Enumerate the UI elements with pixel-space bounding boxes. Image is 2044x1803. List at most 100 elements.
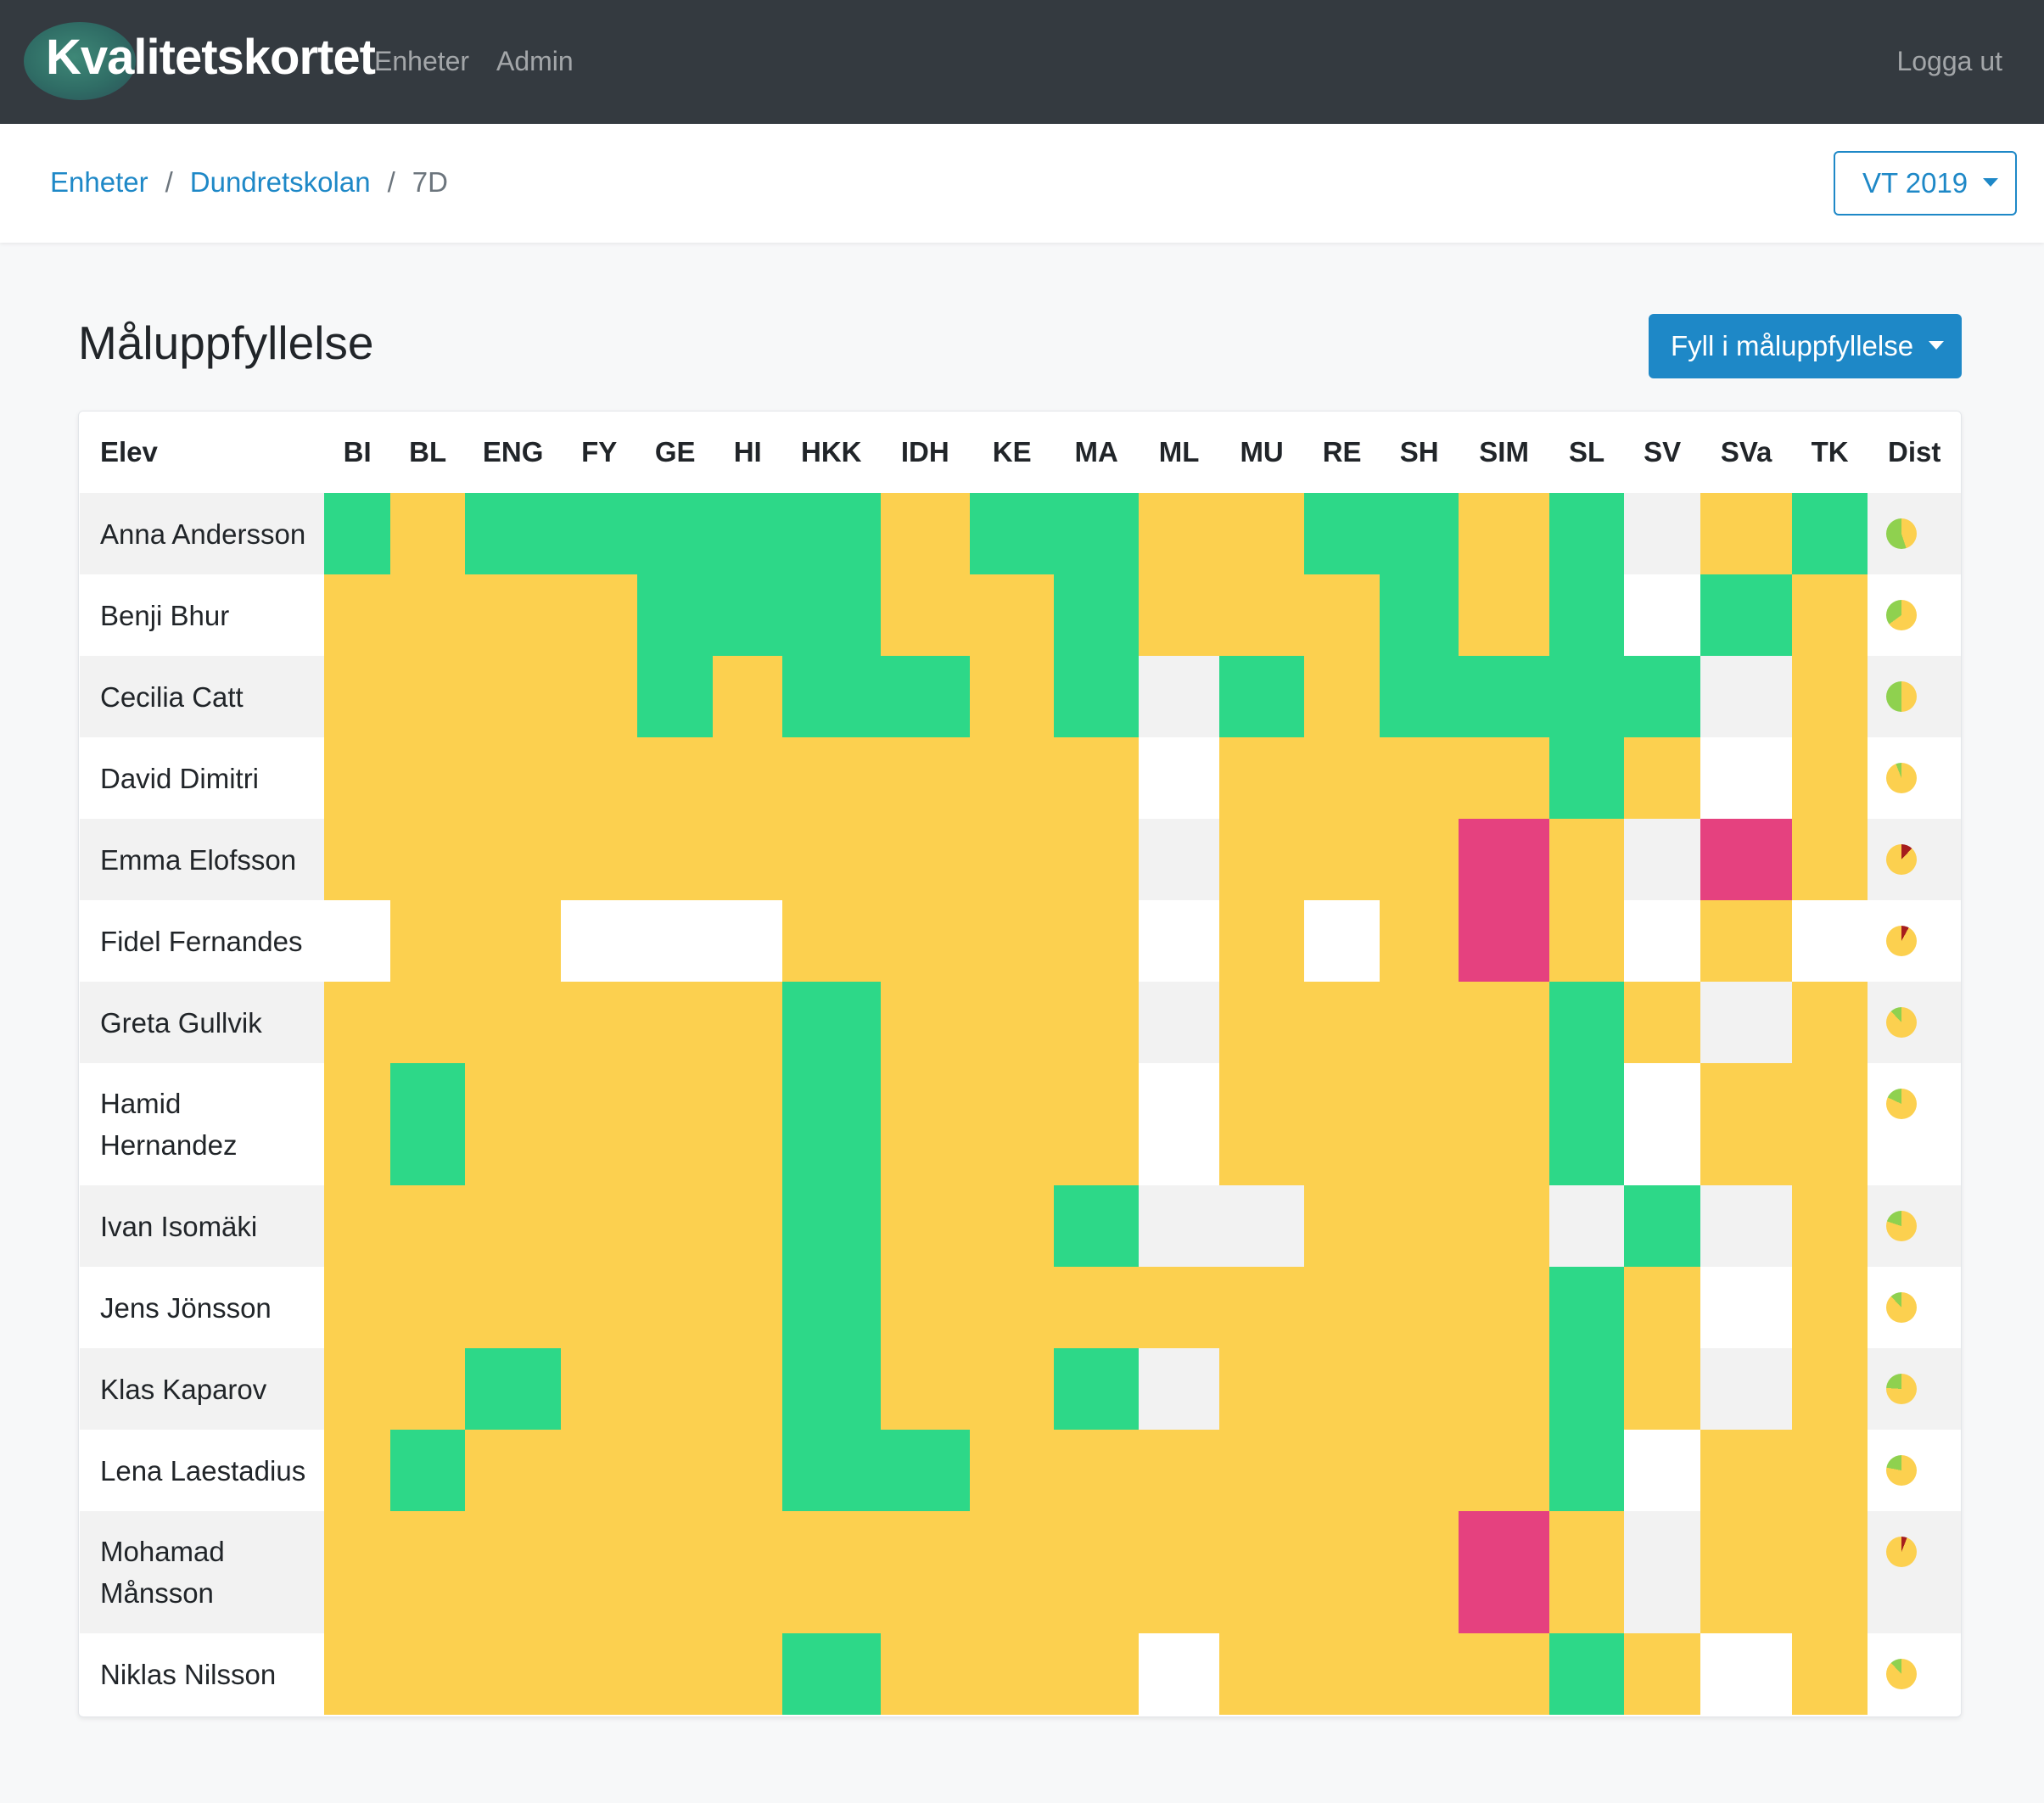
grade-cell-mu[interactable]: [1219, 737, 1304, 819]
grade-cell-bl[interactable]: [390, 819, 465, 900]
grade-cell-re[interactable]: [1303, 1185, 1380, 1267]
grade-cell-sim[interactable]: [1458, 1063, 1550, 1185]
grade-cell-ke[interactable]: [969, 493, 1055, 574]
grade-cell-tk[interactable]: [1791, 493, 1868, 574]
grade-cell-hi[interactable]: [713, 900, 782, 982]
column-header-sva[interactable]: SVa: [1700, 412, 1792, 493]
grade-cell-mu[interactable]: [1219, 1348, 1304, 1430]
grade-cell-re[interactable]: [1303, 900, 1380, 982]
column-header-ml[interactable]: ML: [1138, 412, 1220, 493]
grade-cell-bl[interactable]: [390, 574, 465, 656]
grade-cell-re[interactable]: [1303, 1430, 1380, 1511]
grade-cell-sv[interactable]: [1623, 656, 1701, 737]
grade-cell-hkk[interactable]: [781, 737, 881, 819]
grade-cell-hi[interactable]: [713, 982, 782, 1063]
grade-cell-ma[interactable]: [1054, 574, 1139, 656]
grade-cell-ml[interactable]: [1138, 1430, 1220, 1511]
grade-cell-sv[interactable]: [1623, 1511, 1701, 1633]
grade-cell-sim[interactable]: [1458, 656, 1550, 737]
grade-cell-hi[interactable]: [713, 1511, 782, 1633]
grade-cell-sl[interactable]: [1549, 1348, 1624, 1430]
grade-cell-tk[interactable]: [1791, 1633, 1868, 1715]
grade-cell-hi[interactable]: [713, 1430, 782, 1511]
grade-cell-fy[interactable]: [561, 1511, 637, 1633]
student-name[interactable]: Ivan Isomäki: [80, 1185, 324, 1267]
grade-cell-mu[interactable]: [1219, 656, 1304, 737]
grade-cell-sim[interactable]: [1458, 1185, 1550, 1267]
grade-cell-sim[interactable]: [1458, 1511, 1550, 1633]
grade-cell-ke[interactable]: [969, 1348, 1055, 1430]
grade-cell-ke[interactable]: [969, 737, 1055, 819]
grade-cell-idh[interactable]: [880, 1063, 970, 1185]
grade-cell-sim[interactable]: [1458, 1348, 1550, 1430]
student-name[interactable]: Lena Laestadius: [80, 1430, 324, 1511]
grade-cell-bi[interactable]: [323, 656, 391, 737]
grade-cell-ge[interactable]: [636, 1633, 714, 1715]
grade-cell-fy[interactable]: [561, 982, 637, 1063]
grade-cell-bi[interactable]: [323, 1633, 391, 1715]
grade-cell-ma[interactable]: [1054, 737, 1139, 819]
grade-cell-sl[interactable]: [1549, 1185, 1624, 1267]
brand-logo[interactable]: Kvalitetskortet: [24, 19, 376, 104]
nav-link-admin[interactable]: Admin: [496, 46, 574, 76]
grade-cell-re[interactable]: [1303, 1348, 1380, 1430]
column-header-fy[interactable]: FY: [561, 412, 637, 493]
grade-cell-sv[interactable]: [1623, 982, 1701, 1063]
column-header-eng[interactable]: ENG: [464, 412, 562, 493]
grade-cell-sva[interactable]: [1700, 819, 1792, 900]
grade-cell-ma[interactable]: [1054, 900, 1139, 982]
grade-cell-sim[interactable]: [1458, 1267, 1550, 1348]
grade-cell-bl[interactable]: [390, 493, 465, 574]
grade-cell-sv[interactable]: [1623, 493, 1701, 574]
grade-cell-sv[interactable]: [1623, 1267, 1701, 1348]
grade-cell-ge[interactable]: [636, 900, 714, 982]
grade-cell-sv[interactable]: [1623, 900, 1701, 982]
grade-cell-sva[interactable]: [1700, 1348, 1792, 1430]
grade-cell-ma[interactable]: [1054, 1430, 1139, 1511]
grade-cell-sim[interactable]: [1458, 493, 1550, 574]
grade-cell-ma[interactable]: [1054, 656, 1139, 737]
grade-cell-sim[interactable]: [1458, 574, 1550, 656]
grade-cell-idh[interactable]: [880, 574, 970, 656]
grade-cell-hkk[interactable]: [781, 982, 881, 1063]
grade-cell-mu[interactable]: [1219, 1063, 1304, 1185]
grade-cell-hi[interactable]: [713, 656, 782, 737]
student-name[interactable]: Klas Kaparov: [80, 1348, 324, 1430]
grade-cell-tk[interactable]: [1791, 1348, 1868, 1430]
grade-cell-sva[interactable]: [1700, 656, 1792, 737]
grade-cell-hi[interactable]: [713, 1267, 782, 1348]
fill-goal-fulfillment-button[interactable]: Fyll i måluppfyllelse: [1649, 314, 1962, 378]
grade-cell-ge[interactable]: [636, 1348, 714, 1430]
grade-cell-bl[interactable]: [390, 1430, 465, 1511]
grade-cell-fy[interactable]: [561, 737, 637, 819]
grade-cell-ge[interactable]: [636, 1063, 714, 1185]
grade-cell-sva[interactable]: [1700, 982, 1792, 1063]
grade-cell-fy[interactable]: [561, 1430, 637, 1511]
grade-cell-idh[interactable]: [880, 1633, 970, 1715]
grade-cell-idh[interactable]: [880, 819, 970, 900]
grade-cell-ke[interactable]: [969, 1267, 1055, 1348]
grade-cell-fy[interactable]: [561, 1063, 637, 1185]
column-header-mu[interactable]: MU: [1219, 412, 1304, 493]
logout-link[interactable]: Logga ut: [1896, 46, 2002, 76]
grade-cell-bi[interactable]: [323, 737, 391, 819]
grade-cell-idh[interactable]: [880, 1348, 970, 1430]
grade-cell-sh[interactable]: [1380, 1267, 1459, 1348]
grade-cell-idh[interactable]: [880, 1185, 970, 1267]
grade-cell-ge[interactable]: [636, 982, 714, 1063]
grade-cell-re[interactable]: [1303, 1511, 1380, 1633]
grade-cell-sim[interactable]: [1458, 900, 1550, 982]
grade-cell-ml[interactable]: [1138, 819, 1220, 900]
student-name[interactable]: Cecilia Catt: [80, 656, 324, 737]
grade-cell-sim[interactable]: [1458, 819, 1550, 900]
grade-cell-mu[interactable]: [1219, 493, 1304, 574]
grade-cell-mu[interactable]: [1219, 1633, 1304, 1715]
grade-cell-sl[interactable]: [1549, 1430, 1624, 1511]
grade-cell-bi[interactable]: [323, 819, 391, 900]
column-header-hkk[interactable]: HKK: [781, 412, 881, 493]
grade-cell-ml[interactable]: [1138, 1511, 1220, 1633]
grade-cell-bi[interactable]: [323, 982, 391, 1063]
grade-cell-ke[interactable]: [969, 1633, 1055, 1715]
grade-cell-fy[interactable]: [561, 1633, 637, 1715]
student-name[interactable]: Niklas Nilsson: [80, 1633, 324, 1715]
